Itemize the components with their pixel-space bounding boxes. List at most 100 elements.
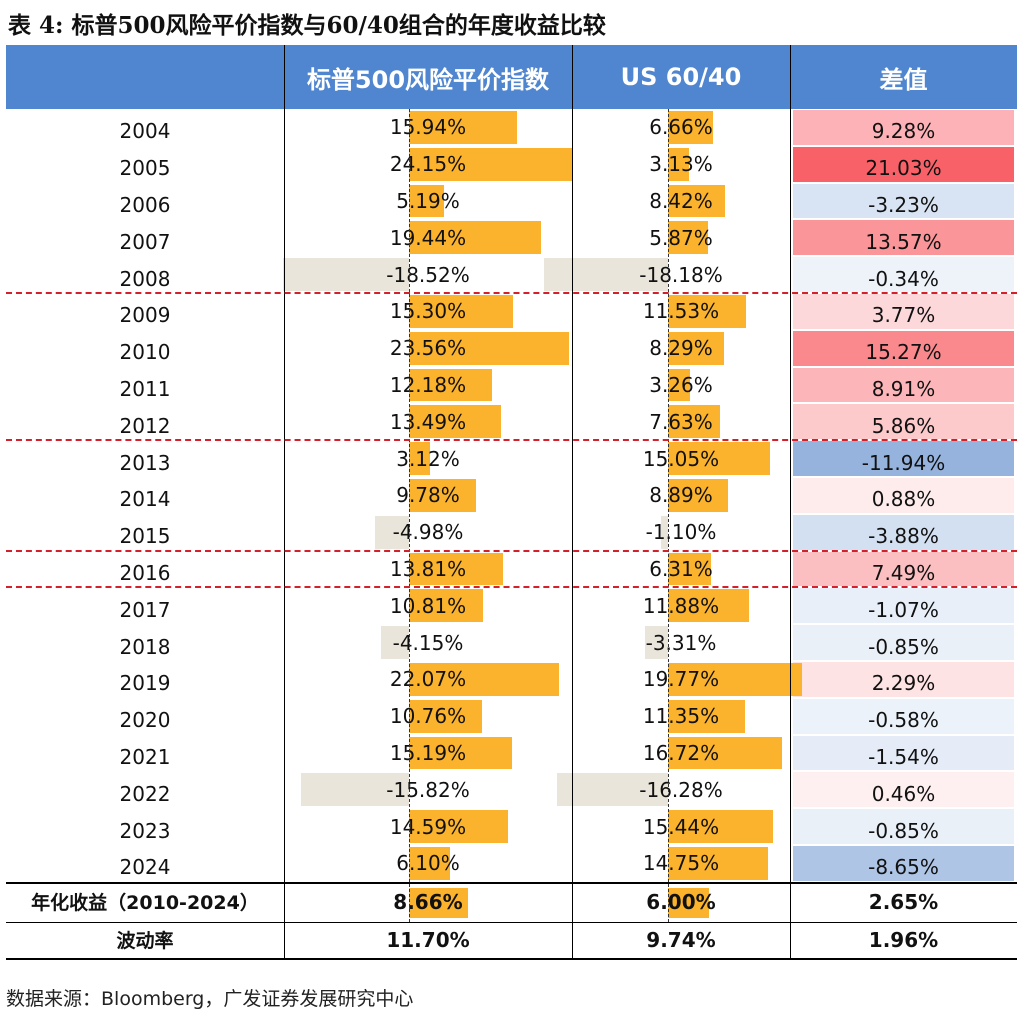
us-value-label: 6.66% xyxy=(649,115,713,140)
us-bar xyxy=(668,552,711,586)
rp-value-label: 24.15% xyxy=(389,152,467,177)
rp-bar xyxy=(409,552,503,586)
rp-bar xyxy=(409,810,509,843)
us-bar xyxy=(645,626,668,659)
diff-value-label: -1.07% xyxy=(868,597,939,622)
header-difference: 差值 xyxy=(790,45,1017,109)
year-label: 2006 xyxy=(119,192,171,217)
diff-cell-bg xyxy=(793,183,1014,219)
us-bar xyxy=(668,221,708,255)
year-label: 2016 xyxy=(119,560,171,585)
rp-bar xyxy=(409,221,542,255)
diff-cell-bg xyxy=(793,698,1014,734)
diff-cell-bg xyxy=(793,220,1014,256)
rp-value-label: 14.59% xyxy=(389,814,467,839)
diff-value-label: 3.77% xyxy=(871,303,936,328)
us-value-label: -18.18% xyxy=(639,262,723,287)
diff-value-label: -0.85% xyxy=(868,634,939,659)
rp-value-label: 3.12% xyxy=(396,446,460,471)
year-label: 2010 xyxy=(119,340,171,365)
us-value-label: 3.26% xyxy=(649,372,713,397)
year-label: 2005 xyxy=(119,156,171,181)
us-value-label: -16.28% xyxy=(639,777,723,802)
diff-value-label: -1.54% xyxy=(868,744,939,769)
rp-bar xyxy=(375,515,409,549)
diff-value-label: -3.23% xyxy=(868,192,939,217)
rp-value-label: 13.49% xyxy=(389,409,467,434)
year-label: 2009 xyxy=(119,303,171,328)
us-value-label: 5.87% xyxy=(649,225,713,250)
us-value-label: 8.29% xyxy=(649,336,713,361)
footer-diff-value: 1.96% xyxy=(868,927,939,952)
group-separator xyxy=(6,292,1017,294)
year-label: 2011 xyxy=(119,376,171,401)
rp-value-label: 15.94% xyxy=(389,115,467,140)
us-bar xyxy=(668,887,709,918)
rp-value-label: -4.15% xyxy=(392,630,464,655)
footer-rp-value: 8.66% xyxy=(393,889,463,914)
us-value-label: 8.42% xyxy=(649,188,713,213)
group-separator xyxy=(6,439,1017,442)
us-value-label: -3.31% xyxy=(645,630,717,655)
footer-divider xyxy=(6,881,1017,884)
column-divider xyxy=(572,45,573,958)
year-label: 2015 xyxy=(119,524,171,549)
group-separator xyxy=(6,586,1017,589)
diff-value-label: 8.91% xyxy=(871,376,936,401)
diff-cell-bg xyxy=(793,588,1014,624)
rp-value-label: 10.81% xyxy=(389,593,467,618)
source-note: 数据来源：Bloomberg，广发证券发展研究中心 xyxy=(6,988,414,1010)
diff-value-label: 9.28% xyxy=(871,119,936,144)
diff-cell-bg xyxy=(793,662,1014,697)
diff-value-label: -3.88% xyxy=(868,524,939,549)
rp-bar xyxy=(409,368,492,402)
rp-value-label: 15.30% xyxy=(389,299,467,324)
year-label: 2014 xyxy=(119,487,171,512)
rp-bar xyxy=(409,847,451,880)
diff-value-label: -8.65% xyxy=(868,855,939,880)
year-label: 2022 xyxy=(119,781,171,806)
group-separator xyxy=(6,549,1017,552)
rp-bar xyxy=(409,699,483,733)
us-bar xyxy=(668,147,690,181)
rp-value-label: 13.81% xyxy=(389,556,467,581)
rp-bar xyxy=(409,295,514,328)
diff-value-label: 5.86% xyxy=(871,413,936,438)
diff-cell-bg xyxy=(793,110,1014,145)
rp-bar xyxy=(409,589,483,623)
rp-value-label: 5.19% xyxy=(396,188,460,213)
year-label: 2004 xyxy=(119,119,171,144)
rp-value-label: -4.98% xyxy=(392,520,464,545)
diff-value-label: 13.57% xyxy=(865,229,942,254)
footer-us-value: 6.00% xyxy=(646,889,716,914)
us-bar xyxy=(660,515,668,549)
diff-value-label: -0.34% xyxy=(868,266,939,291)
rp-bar xyxy=(409,479,476,512)
rp-value-label: 6.10% xyxy=(396,851,460,876)
us-value-label: 14.75% xyxy=(642,851,720,876)
us-bar xyxy=(668,589,749,623)
us-value-label: 11.88% xyxy=(642,593,720,618)
us-bar xyxy=(557,773,668,807)
diff-cell-bg xyxy=(793,330,1014,366)
diff-cell-bg xyxy=(793,257,1014,292)
us-value-label: 16.72% xyxy=(642,740,720,765)
returns-table: 标普500风险平价指数 US 60/40 差值 2004 15.94% 6.66% 9… xyxy=(6,45,1017,966)
diff-cell-bg xyxy=(793,294,1014,329)
us-value-label: 3.13% xyxy=(649,152,713,177)
rp-bar xyxy=(409,442,431,475)
us-bar xyxy=(668,442,771,475)
footer-rp-value: 11.70% xyxy=(386,927,470,952)
diff-cell-bg xyxy=(793,809,1014,844)
zero-axis-line xyxy=(668,109,669,922)
year-label: 2024 xyxy=(119,855,171,880)
diff-cell-bg xyxy=(793,772,1014,808)
rp-bar xyxy=(409,111,518,144)
year-label: 2018 xyxy=(119,634,171,659)
diff-value-label: 0.46% xyxy=(871,781,936,806)
year-label: 2013 xyxy=(119,450,171,475)
us-value-label: 15.44% xyxy=(642,814,720,839)
us-value-label: 19.77% xyxy=(642,667,720,692)
rp-bar xyxy=(283,258,409,291)
diff-cell-bg xyxy=(793,846,1014,881)
